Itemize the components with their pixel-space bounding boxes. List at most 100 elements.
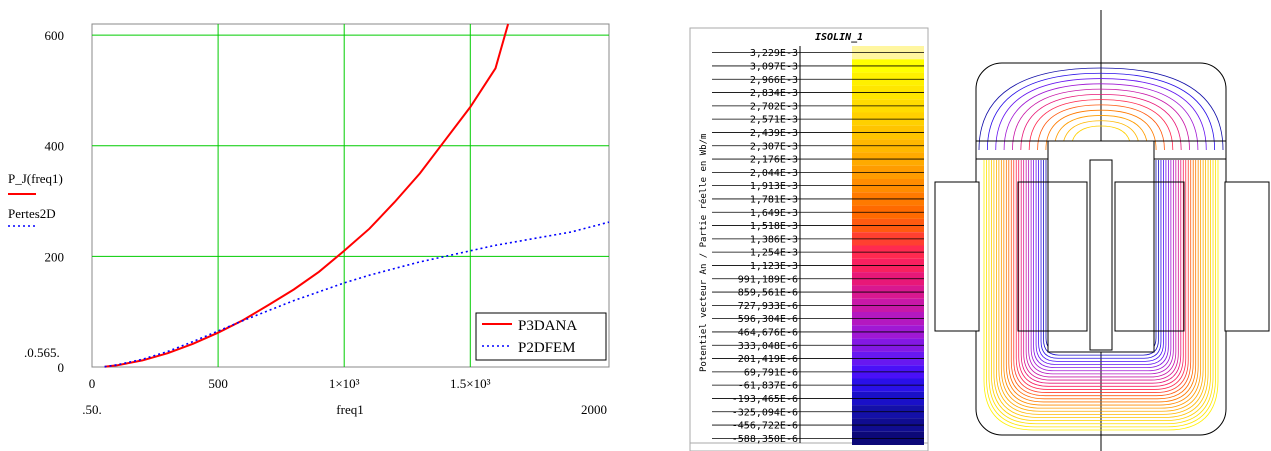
isoline-arch xyxy=(1053,115,1149,151)
isoline xyxy=(1015,160,1187,390)
isoline xyxy=(1013,160,1189,393)
level-value-label: 991,189E-6 xyxy=(738,274,798,285)
level-value-label: 2,702E-3 xyxy=(750,101,798,112)
isoline xyxy=(1040,160,1162,359)
isoline-arch xyxy=(1020,93,1182,151)
isoline xyxy=(1023,160,1179,381)
x-tick-label: 1.5×10³ xyxy=(450,376,491,391)
level-value-label: 596,304E-6 xyxy=(738,314,798,325)
isoline xyxy=(1003,160,1199,406)
coil-right-inner xyxy=(1114,181,1185,332)
isoline-arch xyxy=(1012,88,1190,151)
grid xyxy=(92,24,609,367)
isoline xyxy=(1010,160,1192,397)
y-tick-label: 600 xyxy=(45,28,65,43)
level-value-label: 1,913E-3 xyxy=(750,181,798,192)
level-value-label: 859,561E-6 xyxy=(738,288,798,299)
level-value-label: 2,176E-3 xyxy=(750,155,798,166)
isoline xyxy=(1043,160,1159,356)
isolines xyxy=(978,67,1224,431)
isoline xyxy=(1018,160,1184,387)
tick-labels: 0 500 1×10³ 1.5×10³ 0 200 400 600 xyxy=(45,28,491,391)
isoline xyxy=(1000,160,1202,409)
isoline xyxy=(1033,160,1169,368)
level-value-label: 1,649E-3 xyxy=(750,208,798,219)
level-value-label: 3,097E-3 xyxy=(750,61,798,72)
legend-label-p3dana: P3DANA xyxy=(518,318,577,334)
isoline xyxy=(1035,160,1167,365)
isoline-arch xyxy=(986,72,1216,151)
isoline xyxy=(993,160,1209,418)
level-value-label: 201,419E-6 xyxy=(738,354,798,365)
level-value-label: 2,834E-3 xyxy=(750,88,798,99)
isoline-arch xyxy=(1045,109,1157,151)
x-tick-label: 500 xyxy=(208,376,228,391)
isoline xyxy=(1025,160,1177,378)
isoline-arch xyxy=(1028,99,1174,151)
plot-area xyxy=(91,23,610,368)
level-value-label: -325,094E-6 xyxy=(732,407,798,418)
isoline xyxy=(1038,160,1164,362)
level-value-label: -61,837E-6 xyxy=(738,381,798,392)
isoline-axis-label: Potentiel vecteur An / Partie réelle en … xyxy=(698,134,709,372)
coil-left-inner xyxy=(1017,181,1088,332)
level-value-label: 2,571E-3 xyxy=(750,115,798,126)
isoline xyxy=(1005,160,1197,403)
level-value-label: 1,254E-3 xyxy=(750,248,798,259)
level-value-label: 464,676E-6 xyxy=(738,327,798,338)
isoline xyxy=(1028,160,1174,375)
y-tick-label: 400 xyxy=(45,139,65,154)
level-value-label: 3,229E-3 xyxy=(750,48,798,59)
isoline-arch xyxy=(995,78,1207,151)
isoline-title: ISOLIN_1 xyxy=(815,32,863,43)
isoline xyxy=(988,160,1214,425)
coil-left-outer xyxy=(934,181,980,332)
level-value-label: 1,386E-3 xyxy=(750,234,798,245)
fem-field-plot xyxy=(934,10,1270,451)
level-value-label: 2,044E-3 xyxy=(750,168,798,179)
x-tick-label: 1×10³ xyxy=(329,376,360,391)
series-line-p3dana xyxy=(104,23,510,368)
level-value-label: 69,791E-6 xyxy=(744,367,798,378)
series-group xyxy=(104,23,610,368)
level-value-label: 333,048E-6 xyxy=(738,341,798,352)
y-limit-label: .0.565. xyxy=(24,345,60,360)
y-axis-label-1: P_J(freq1) xyxy=(8,171,63,186)
level-value-label: 1,123E-3 xyxy=(750,261,798,272)
level-value-label: 1,518E-3 xyxy=(750,221,798,232)
level-value-label: 1,781E-3 xyxy=(750,194,798,205)
isoline-arch xyxy=(1070,125,1132,151)
x-limit-right-label: 2000 xyxy=(581,402,607,417)
loss-vs-frequency-chart: 0 500 1×10³ 1.5×10³ 0 200 400 600 freq1 .50. 20… xyxy=(8,23,610,417)
isoline-level-table: 3,229E-3 3,097E-3 2,966E-3 2,834E-3 2,702E-3… xyxy=(712,46,924,445)
isoline-arch xyxy=(1062,120,1140,151)
isoline-arch xyxy=(978,67,1224,151)
isoline xyxy=(996,160,1206,415)
isoline xyxy=(1008,160,1194,400)
isoline-arch xyxy=(1003,83,1199,151)
level-value-label: -456,722E-6 xyxy=(732,421,798,432)
isoline xyxy=(983,160,1219,431)
isoline xyxy=(991,160,1211,422)
y-axis-label-2: Pertes2D xyxy=(8,206,56,221)
isoline xyxy=(1020,160,1182,384)
isoline xyxy=(986,160,1216,428)
legend-box xyxy=(475,312,607,361)
x-tick-label: 0 xyxy=(89,376,96,391)
isoline-arch xyxy=(1037,104,1165,151)
x-limit-left-label: .50. xyxy=(82,402,102,417)
center-slot xyxy=(1089,159,1113,351)
level-value-label: 2,439E-3 xyxy=(750,128,798,139)
legend-label-p2dfem: P2DFEM xyxy=(518,340,576,356)
legend: P3DANA P2DFEM xyxy=(475,312,607,361)
coil-right-outer xyxy=(1224,181,1270,332)
level-value-label: 727,933E-6 xyxy=(738,301,798,312)
y-tick-label: 0 xyxy=(58,360,65,375)
level-value-label: 2,307E-3 xyxy=(750,141,798,152)
level-value-label: -193,465E-6 xyxy=(732,394,798,405)
level-value-label: -588,350E-6 xyxy=(732,434,798,445)
isoline xyxy=(998,160,1204,412)
x-axis-label: freq1 xyxy=(336,402,363,417)
level-value-label: 2,966E-3 xyxy=(750,75,798,86)
